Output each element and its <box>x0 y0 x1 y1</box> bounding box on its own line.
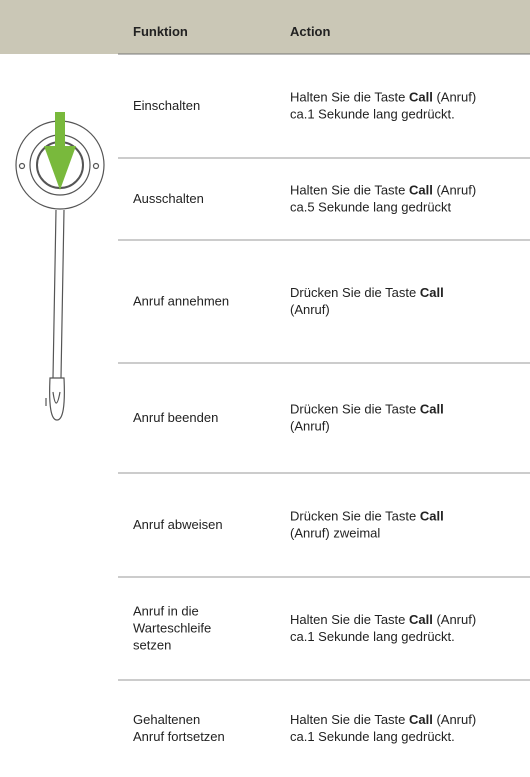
action-text: (Anruf) <box>433 612 476 627</box>
function-cell: Anruf beenden <box>133 410 218 425</box>
action-line: ca.1 Sekunde lang gedrückt. <box>290 629 455 644</box>
header-cell: Action <box>290 24 331 39</box>
action-line: ca.1 Sekunde lang gedrückt. <box>290 107 455 122</box>
action-text: ca.1 Sekunde lang gedrückt. <box>290 729 455 744</box>
function-cell: Anruf in die <box>133 604 199 619</box>
action-line: (Anruf) zweimal <box>290 526 380 541</box>
function-cell: setzen <box>133 638 171 653</box>
action-text: (Anruf) zweimal <box>290 526 380 541</box>
action-text: Call <box>409 90 433 105</box>
action-text: Drücken Sie die Taste <box>290 402 420 417</box>
action-text: Halten Sie die Taste <box>290 612 409 627</box>
action-text: Drücken Sie die Taste <box>290 285 420 300</box>
action-text: Call <box>409 183 433 198</box>
action-text: ca.5 Sekunde lang gedrückt <box>290 200 452 215</box>
action-line: Halten Sie die Taste Call (Anruf) <box>290 712 476 727</box>
function-cell: Ausschalten <box>133 191 204 206</box>
action-line: Halten Sie die Taste Call (Anruf) <box>290 612 476 627</box>
action-text: Halten Sie die Taste <box>290 183 409 198</box>
function-cell: Warteschleife <box>133 621 211 636</box>
function-cell: Gehaltenen <box>133 712 200 727</box>
action-text: (Anruf) <box>290 302 330 317</box>
action-text: Call <box>409 612 433 627</box>
action-line: ca.1 Sekunde lang gedrückt. <box>290 729 455 744</box>
function-cell: Anruf annehmen <box>133 294 229 309</box>
press-arrow <box>44 112 76 190</box>
action-line: (Anruf) <box>290 419 330 434</box>
action-text: Call <box>420 509 444 524</box>
action-line: Halten Sie die Taste Call (Anruf) <box>290 183 476 198</box>
header-cell: Funktion <box>133 24 188 39</box>
action-text: Call <box>420 402 444 417</box>
action-text: (Anruf) <box>433 183 476 198</box>
function-cell: Anruf abweisen <box>133 517 223 532</box>
action-text: Call <box>420 285 444 300</box>
action-text: (Anruf) <box>433 712 476 727</box>
function-cell: Anruf fortsetzen <box>133 729 225 744</box>
header-band <box>0 0 530 54</box>
action-text: Halten Sie die Taste <box>290 90 409 105</box>
action-line: Drücken Sie die Taste Call <box>290 285 444 300</box>
action-text: Drücken Sie die Taste <box>290 509 420 524</box>
action-text: ca.1 Sekunde lang gedrückt. <box>290 107 455 122</box>
action-line: ca.5 Sekunde lang gedrückt <box>290 200 452 215</box>
function-cell: Einschalten <box>133 98 200 113</box>
action-line: (Anruf) <box>290 302 330 317</box>
action-text: (Anruf) <box>290 419 330 434</box>
action-line: Halten Sie die Taste Call (Anruf) <box>290 90 476 105</box>
action-line: Drücken Sie die Taste Call <box>290 509 444 524</box>
action-line: Drücken Sie die Taste Call <box>290 402 444 417</box>
action-text: ca.1 Sekunde lang gedrückt. <box>290 629 455 644</box>
action-text: Halten Sie die Taste <box>290 712 409 727</box>
action-text: Call <box>409 712 433 727</box>
action-text: (Anruf) <box>433 90 476 105</box>
